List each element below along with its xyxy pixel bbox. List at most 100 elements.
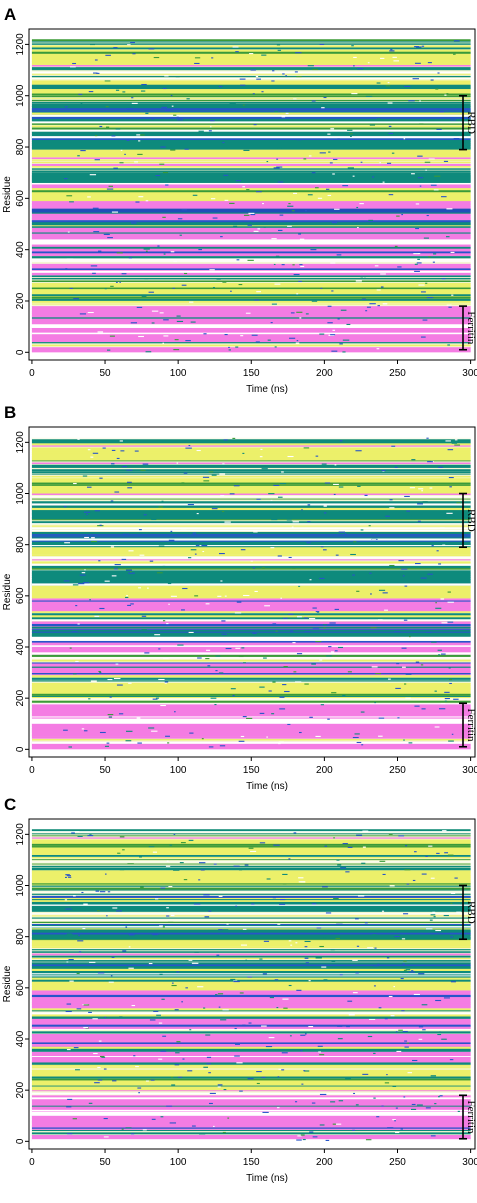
- residue-bands: [31, 39, 471, 353]
- band-strand: [31, 585, 471, 599]
- y-tick-label: 200: [15, 1081, 26, 1098]
- plot-frame: [28, 28, 476, 361]
- x-axis: 0 50 100 150 200 250 300 Time (ns): [29, 1149, 477, 1184]
- band-mixed: [31, 121, 471, 132]
- domain-label: Ferritin: [465, 709, 477, 742]
- y-tick-label: 1200: [15, 33, 26, 56]
- y-tick-label: 1000: [15, 84, 26, 107]
- residue-bands: [31, 829, 471, 1142]
- plot-frame: [28, 426, 476, 758]
- band-mixed: [31, 460, 471, 479]
- band-helix: [31, 327, 471, 343]
- x-tick-label: 100: [170, 1157, 187, 1168]
- band-mixed: [31, 64, 471, 81]
- band-coil: [31, 1111, 471, 1116]
- band-mixed: [31, 946, 471, 964]
- panel-c: C 0 200 400 600 800 1000 1200 Residue 0 50 100 150 20…: [2, 795, 477, 1184]
- panel-letter: C: [4, 795, 16, 814]
- y-tick-label: 200: [15, 689, 26, 706]
- band-mixed: [31, 675, 471, 684]
- band-strand: [31, 870, 471, 887]
- band-helix: [31, 741, 471, 750]
- band-mixed: [31, 1008, 471, 1020]
- band-helix: [31, 244, 471, 257]
- band-mixed: [31, 437, 471, 449]
- x-tick-label: 250: [389, 368, 406, 379]
- band-strand: [31, 839, 471, 856]
- band-strand: [31, 939, 471, 948]
- panel-a: A 0 200 400 600 800 1000 1200 Residue 0 50 100 150 20…: [2, 5, 477, 395]
- band-strand: [31, 283, 471, 302]
- x-axis-title: Time (ns): [246, 781, 288, 792]
- x-tick-label: 200: [316, 368, 333, 379]
- band-coil: [31, 636, 471, 641]
- panel-b: B 0 200 400 600 800 1000 1200 Residue 0 50 100 150 20…: [2, 403, 477, 792]
- x-tick-label: 50: [99, 765, 111, 776]
- domain-bracket-rbd: RBD: [459, 94, 477, 151]
- panel-letter: A: [4, 5, 16, 24]
- band-helix: [31, 598, 471, 613]
- band-helix: [31, 263, 471, 276]
- domain-label: RBD: [465, 509, 477, 532]
- domain-label: Ferritin: [465, 311, 477, 344]
- domain-bracket-ferritin: Ferritin: [459, 1094, 477, 1140]
- band-helix: [31, 306, 471, 326]
- band-mixed: [31, 157, 471, 174]
- y-tick-label: 600: [15, 979, 26, 996]
- band-helix: [31, 1033, 471, 1048]
- y-tick-label: 400: [15, 638, 26, 655]
- band-strand: [31, 188, 471, 202]
- band-mixed: [31, 829, 471, 840]
- band-mixed: [31, 39, 471, 51]
- band-strand: [31, 49, 471, 65]
- band-helix: [31, 347, 471, 353]
- x-tick-label: 300: [462, 1157, 477, 1168]
- band-strand: [31, 547, 471, 556]
- band-turn: [31, 1046, 471, 1053]
- x-axis-title: Time (ns): [246, 1173, 288, 1184]
- band-helix: [31, 1051, 471, 1066]
- band-mixed: [31, 300, 471, 307]
- band-strand: [31, 149, 471, 158]
- band-turn: [31, 962, 471, 978]
- band-mixed: [31, 654, 471, 664]
- band-helix: [31, 703, 471, 720]
- band-mixed: [31, 275, 471, 284]
- band-helix: [31, 621, 471, 631]
- band-helix: [31, 212, 471, 221]
- y-axis-title: Residue: [2, 573, 13, 610]
- band-turn: [31, 531, 471, 549]
- band-mixed: [31, 611, 471, 622]
- band-turn: [31, 220, 471, 229]
- y-tick-label: 800: [15, 138, 26, 155]
- band-helix: [31, 723, 471, 738]
- x-tick-label: 50: [99, 368, 111, 379]
- band-helix: [31, 1095, 471, 1113]
- band-turn: [31, 105, 471, 122]
- x-tick-label: 250: [389, 765, 406, 776]
- band-helix: [31, 990, 471, 1010]
- band-mixed: [31, 698, 471, 705]
- x-tick-label: 200: [316, 765, 333, 776]
- band-coil: [31, 239, 471, 245]
- x-tick-label: 200: [316, 1157, 333, 1168]
- band-turn: [31, 629, 471, 638]
- band-coil: [31, 718, 471, 724]
- band-helix: [31, 662, 471, 676]
- y-tick-label: 600: [15, 190, 26, 207]
- x-axis: 0 50 100 150 200 250 300 Time (ns): [29, 757, 477, 792]
- band-helix: [31, 1018, 471, 1030]
- band-turn: [31, 172, 471, 183]
- band-mixed: [31, 885, 471, 897]
- y-tick-label: 400: [15, 241, 26, 258]
- band-mixed: [31, 95, 471, 107]
- x-tick-label: 0: [29, 368, 35, 379]
- band-coil: [31, 324, 471, 328]
- band-turn: [31, 923, 471, 940]
- band-mixed: [31, 1028, 471, 1035]
- band-strand: [31, 80, 471, 97]
- band-mixed: [31, 256, 471, 265]
- band-bridge: [31, 208, 471, 213]
- x-axis-title: Time (ns): [246, 384, 288, 395]
